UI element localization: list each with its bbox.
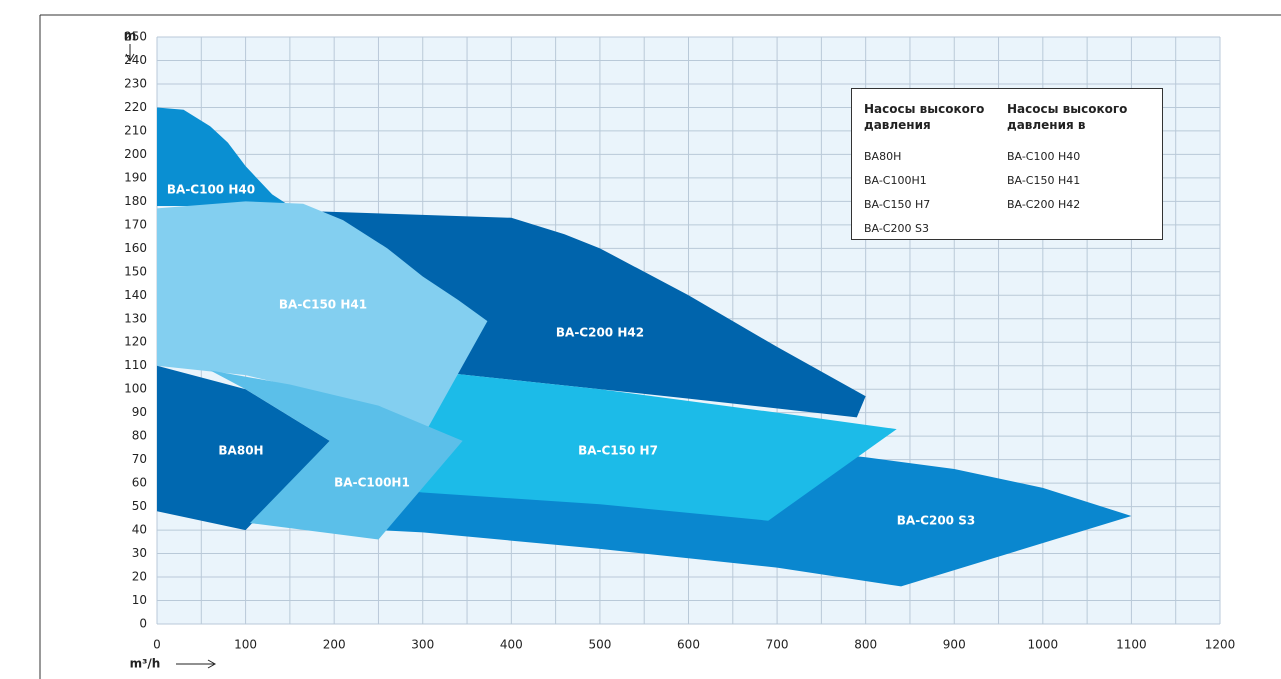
y-tick-label: 160 xyxy=(124,241,147,255)
y-tick-label: 120 xyxy=(124,335,147,349)
legend-title: Насосы высокого давления в xyxy=(1007,102,1128,132)
x-tick-label: 1200 xyxy=(1205,638,1236,652)
y-tick-label: 100 xyxy=(124,382,147,396)
x-tick-label: 0 xyxy=(153,638,161,652)
y-tick-label: 170 xyxy=(124,217,147,231)
y-tick-label: 230 xyxy=(124,76,147,90)
legend-item: BA-C150 H41 xyxy=(1007,174,1081,187)
y-axis-label: m xyxy=(124,29,137,43)
legend-title: Насосы высокого давления xyxy=(864,102,985,132)
legend: Насосы высокого давления BA80H BA-C100H1 BA… xyxy=(851,88,1163,240)
pump-area xyxy=(157,201,488,430)
legend-item: BA-C100 H40 xyxy=(1007,150,1081,163)
legend-item: BA-C100H1 xyxy=(864,174,927,187)
pump-area xyxy=(210,370,463,540)
y-tick-label: 0 xyxy=(139,617,147,631)
legend-column: Насосы высокого давления в BA-C100 H40 BA-… xyxy=(1007,101,1150,227)
y-tick-label: 140 xyxy=(124,288,147,302)
y-tick-label: 220 xyxy=(124,100,147,114)
y-tick-label: 190 xyxy=(124,170,147,184)
x-tick-label: 400 xyxy=(500,638,523,652)
x-tick-label: 100 xyxy=(234,638,257,652)
area-label: BA-C150 H41 xyxy=(279,298,367,312)
area-label: BA-C150 H7 xyxy=(578,444,658,458)
legend-item: BA-C200 H42 xyxy=(1007,198,1081,211)
y-tick-label: 40 xyxy=(132,523,147,537)
x-tick-label: 600 xyxy=(677,638,700,652)
legend-item: BA-C200 S3 xyxy=(864,222,929,235)
y-tick-label: 90 xyxy=(132,405,147,419)
area-label: BA80H xyxy=(218,444,263,458)
area-label: BA-C100H1 xyxy=(334,476,410,490)
y-tick-label: 180 xyxy=(124,194,147,208)
y-tick-label: 130 xyxy=(124,311,147,325)
pump-area xyxy=(157,365,330,531)
x-tick-label: 900 xyxy=(943,638,966,652)
x-tick-label: 700 xyxy=(766,638,789,652)
x-tick-label: 800 xyxy=(854,638,877,652)
x-arrow xyxy=(176,659,217,669)
y-tick-label: 250 xyxy=(124,30,147,44)
y-tick-label: 200 xyxy=(124,147,147,161)
x-axis-label: m³/h xyxy=(130,657,161,671)
legend-item: BA-C150 H7 xyxy=(864,198,931,211)
legend-column: Насосы высокого давления BA80H BA-C100H1 BA… xyxy=(864,101,1007,235)
area-label: BA-C200 H42 xyxy=(556,326,644,340)
x-tick-label: 500 xyxy=(588,638,611,652)
x-tick-label: 1100 xyxy=(1116,638,1147,652)
y-tick-label: 240 xyxy=(124,53,147,67)
x-tick-label: 1000 xyxy=(1028,638,1059,652)
legend-item: BA80H xyxy=(864,150,902,163)
x-tick-label: 300 xyxy=(411,638,434,652)
y-tick-label: 80 xyxy=(132,429,147,443)
x-tick-label: 200 xyxy=(323,638,346,652)
y-tick-label: 30 xyxy=(132,546,147,560)
y-tick-label: 10 xyxy=(132,593,147,607)
y-tick-label: 60 xyxy=(132,476,147,490)
pump-area xyxy=(157,107,290,207)
y-tick-label: 150 xyxy=(124,264,147,278)
area-label: BA-C100 H40 xyxy=(167,183,255,197)
y-arrow xyxy=(125,44,135,63)
y-tick-label: 70 xyxy=(132,452,147,466)
y-tick-label: 210 xyxy=(124,123,147,137)
area-label: BA-C200 S3 xyxy=(897,514,975,528)
y-tick-label: 20 xyxy=(132,570,147,584)
pump-area xyxy=(378,365,897,521)
y-tick-label: 110 xyxy=(124,358,147,372)
y-tick-label: 50 xyxy=(132,499,147,513)
